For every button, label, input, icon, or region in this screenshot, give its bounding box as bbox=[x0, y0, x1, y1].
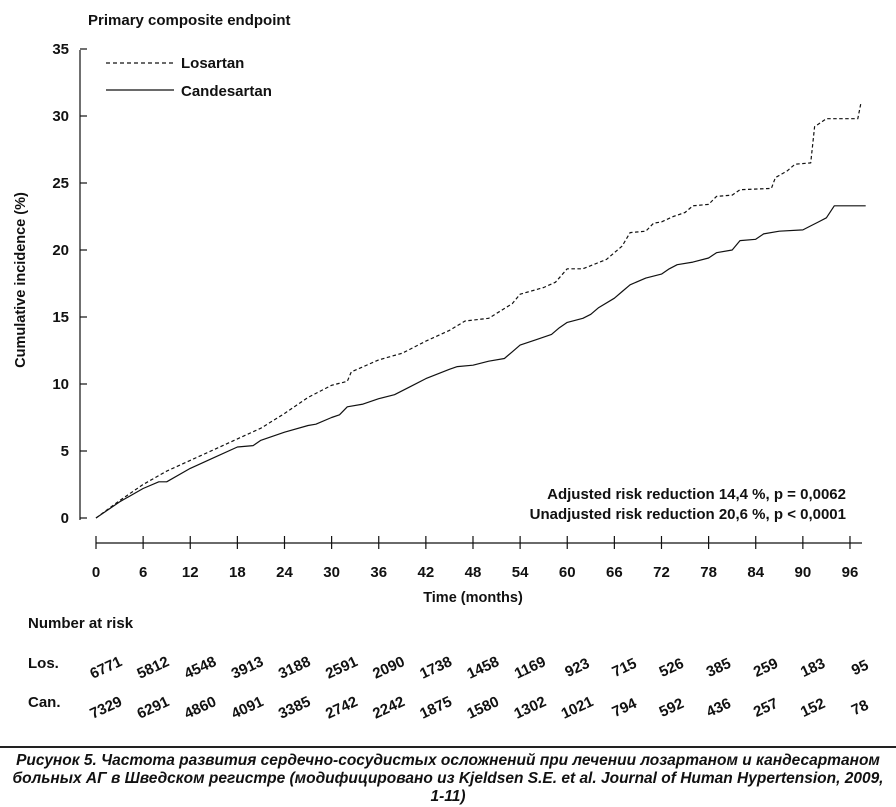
risk-row-label-los: Los. bbox=[28, 655, 59, 672]
y-tick-label-25: 25 bbox=[52, 175, 69, 192]
risk-value-can-66: 794 bbox=[610, 695, 640, 721]
risk-value-can-42: 1875 bbox=[417, 693, 454, 723]
x-tick-label-66: 66 bbox=[606, 564, 623, 581]
y-tick-label-35: 35 bbox=[52, 41, 69, 58]
risk-value-los-42: 1738 bbox=[417, 653, 454, 683]
y-axis-label: Cumulative incidence (%) bbox=[13, 192, 29, 368]
number-at-risk-title: Number at risk bbox=[28, 615, 134, 632]
risk-value-los-0: 6771 bbox=[87, 653, 124, 683]
x-tick-label-84: 84 bbox=[747, 564, 764, 581]
x-tick-label-18: 18 bbox=[229, 564, 246, 581]
x-tick-label-42: 42 bbox=[418, 564, 435, 581]
x-tick-label-36: 36 bbox=[370, 564, 387, 581]
risk-value-can-30: 2742 bbox=[323, 693, 360, 723]
legend-label-losartan: Losartan bbox=[181, 55, 244, 72]
x-tick-label-96: 96 bbox=[842, 564, 859, 581]
x-tick-label-72: 72 bbox=[653, 564, 670, 581]
y-tick-label-5: 5 bbox=[61, 443, 69, 460]
annotation-adjusted: Adjusted risk reduction 14,4 %, p = 0,00… bbox=[547, 486, 846, 503]
x-tick-label-54: 54 bbox=[512, 564, 529, 581]
risk-value-can-78: 436 bbox=[704, 695, 734, 721]
y-tick-label-10: 10 bbox=[52, 376, 69, 393]
risk-value-los-72: 526 bbox=[657, 655, 687, 681]
risk-value-can-84: 257 bbox=[751, 695, 781, 721]
x-tick-label-0: 0 bbox=[92, 564, 100, 581]
risk-value-los-60: 923 bbox=[562, 655, 592, 681]
risk-value-los-36: 2090 bbox=[370, 653, 407, 683]
risk-value-can-6: 6291 bbox=[135, 693, 172, 723]
y-tick-label-20: 20 bbox=[52, 242, 69, 259]
risk-value-can-72: 592 bbox=[657, 695, 687, 721]
risk-value-los-78: 385 bbox=[704, 655, 734, 681]
x-tick-label-90: 90 bbox=[795, 564, 812, 581]
risk-value-los-96: 95 bbox=[849, 657, 871, 679]
x-tick-label-12: 12 bbox=[182, 564, 199, 581]
x-tick-label-24: 24 bbox=[276, 564, 293, 581]
x-tick-label-60: 60 bbox=[559, 564, 576, 581]
risk-value-los-6: 5812 bbox=[135, 653, 172, 683]
series-layer bbox=[95, 102, 866, 519]
risk-value-can-36: 2242 bbox=[370, 693, 407, 723]
annotation-unadjusted: Unadjusted risk reduction 20,6 %, p < 0,… bbox=[530, 506, 846, 523]
risk-value-los-18: 3913 bbox=[229, 653, 266, 683]
y-tick-label-30: 30 bbox=[52, 108, 69, 125]
x-ticks: 0 6 12 18 24 30 36 42 48 54 60 66 72 78 84 90 96 bbox=[92, 536, 858, 581]
legend-label-candesartan: Candesartan bbox=[181, 83, 272, 100]
y-ticks: 0 5 10 15 20 25 30 35 bbox=[52, 41, 87, 527]
x-tick-label-48: 48 bbox=[465, 564, 482, 581]
risk-value-los-84: 259 bbox=[751, 655, 781, 681]
series-line-losartan bbox=[95, 102, 862, 519]
series-line-candesartan bbox=[95, 205, 866, 519]
caption-divider bbox=[0, 746, 896, 748]
x-tick-label-78: 78 bbox=[700, 564, 717, 581]
risk-value-can-24: 3385 bbox=[276, 693, 313, 723]
x-tick-label-30: 30 bbox=[323, 564, 340, 581]
risk-value-los-90: 183 bbox=[798, 655, 828, 681]
risk-value-los-66: 715 bbox=[610, 655, 640, 681]
risk-value-can-96: 78 bbox=[849, 697, 871, 719]
risk-value-los-24: 3188 bbox=[276, 653, 313, 683]
chart-title: Primary composite endpoint bbox=[88, 12, 291, 29]
legend: Losartan Candesartan bbox=[106, 55, 272, 100]
risk-row-label-can: Can. bbox=[28, 694, 61, 711]
risk-value-can-18: 4091 bbox=[229, 693, 266, 723]
risk-value-can-0: 7329 bbox=[87, 693, 124, 723]
x-axis-label: Time (months) bbox=[423, 590, 523, 606]
figure-caption: Рисунок 5. Частота развития сердечно-сос… bbox=[12, 752, 884, 805]
risk-value-can-90: 152 bbox=[798, 695, 828, 721]
risk-value-can-54: 1302 bbox=[511, 693, 548, 723]
risk-value-los-54: 1169 bbox=[512, 653, 549, 682]
y-tick-label-0: 0 bbox=[61, 510, 69, 527]
risk-value-can-12: 4860 bbox=[182, 693, 219, 723]
risk-value-los-12: 4548 bbox=[182, 653, 219, 683]
risk-value-can-48: 1580 bbox=[464, 693, 501, 723]
risk-values: 6771 5812 4548 3913 3188 2591 2090 1738 1458 1169… bbox=[87, 653, 871, 723]
x-tick-label-6: 6 bbox=[139, 564, 147, 581]
risk-value-los-48: 1458 bbox=[464, 653, 501, 683]
risk-value-can-60: 1021 bbox=[559, 693, 596, 723]
risk-value-los-30: 2591 bbox=[323, 653, 360, 683]
y-tick-label-15: 15 bbox=[52, 309, 69, 326]
